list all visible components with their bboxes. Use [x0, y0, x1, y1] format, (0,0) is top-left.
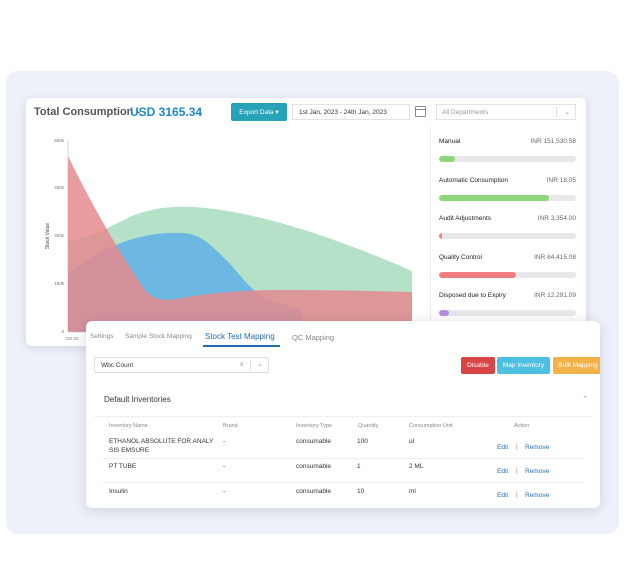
inventory-type: consumable	[296, 463, 332, 470]
department-select-value: All Departments	[442, 108, 489, 116]
edit-link[interactable]: Edit	[497, 468, 509, 475]
breakdown-bar-fill	[439, 310, 449, 316]
section-title: Default Inventories	[104, 395, 171, 404]
breakdown-label: Audit Adjustments	[439, 215, 492, 222]
bulk-mapping-button[interactable]: Bulk Mapping	[553, 357, 600, 374]
chevron-up-icon[interactable]: ⌃	[582, 396, 588, 403]
breakdown-row-quality: Quality Control INR 84,415.08	[439, 246, 576, 285]
x-tick-label: Oct 22	[65, 336, 79, 341]
breakdown-bar	[439, 194, 576, 201]
inventory-name: ETHANOL ABSOLUTE FOR ANALY	[109, 438, 214, 445]
inventory-quantity: 100	[357, 438, 368, 445]
clear-icon[interactable]: ×	[239, 360, 244, 369]
y-tick-label: 300k	[54, 233, 65, 238]
action-divider: |	[516, 491, 518, 498]
stock-value-chart: 600k 450k 300k 150k 0 Stock Value Oct 22	[45, 138, 434, 341]
inventory-quantity: 1	[357, 463, 361, 470]
remove-link[interactable]: Remove	[525, 444, 550, 451]
inventory-brand: -	[223, 438, 226, 445]
breakdown-bar	[439, 310, 576, 316]
edit-link[interactable]: Edit	[497, 444, 509, 451]
total-consumption-value: USD 3165.34	[130, 105, 203, 119]
breakdown-value: INR 12,291.09	[534, 292, 576, 299]
table-row: ETHANOL ABSOLUTE FOR ANALY SIS EMSURE - …	[102, 435, 584, 459]
breakdown-bar-fill	[439, 233, 442, 239]
breakdown-label: Disposed due to Expiry	[439, 292, 506, 299]
breakdown-bar	[439, 271, 576, 278]
active-tab-indicator	[203, 345, 280, 347]
dashboard-title: Total Consumption -	[34, 106, 141, 118]
inventory-name: Insulin	[109, 488, 128, 495]
department-select[interactable]: All Departments ⌄	[436, 104, 576, 120]
breakdown-value: INR 18.05	[546, 176, 576, 184]
tab-bar: Settings Sample Stock Mapping Stock Test…	[86, 321, 600, 347]
breakdown-bar-fill	[439, 194, 549, 201]
y-tick-label: 150k	[54, 281, 65, 286]
column-header: Consumption Unit	[409, 423, 453, 429]
tab-settings[interactable]: Settings	[90, 333, 114, 340]
table-row: PT TUBE - consumable 1 2 ML Edit | Remov…	[102, 459, 584, 483]
breakdown-row-manual: Manual INR 151,530.58	[439, 130, 576, 169]
tab-qc-mapping[interactable]: QC Mapping	[292, 333, 335, 342]
default-inventories-header[interactable]: Default Inventories ⌃	[94, 383, 592, 417]
edit-link[interactable]: Edit	[497, 492, 509, 499]
action-divider: |	[516, 443, 518, 450]
column-header: Brand	[223, 423, 238, 429]
column-header: Inventory Type	[296, 423, 332, 429]
breakdown-label: Automatic Consumption	[439, 176, 509, 184]
export-data-button[interactable]: Export Data ▾	[231, 103, 287, 121]
map-inventory-button[interactable]: Map Inventory	[497, 357, 550, 374]
breakdown-bar	[439, 233, 576, 239]
y-tick-label: 450k	[54, 185, 65, 190]
chevron-down-icon: ⌄	[564, 109, 570, 116]
breakdown-value: INR 3,354.00	[537, 215, 576, 222]
remove-link[interactable]: Remove	[525, 492, 550, 499]
chart-divider	[430, 126, 431, 346]
breakdown-value: INR 151,530.58	[530, 138, 576, 145]
inventory-brand: -	[223, 488, 226, 495]
select-divider	[556, 107, 557, 117]
y-tick-label: 600k	[54, 138, 65, 143]
inventory-unit: ml	[409, 488, 416, 495]
breakdown-row-audit: Audit Adjustments INR 3,354.00	[439, 207, 576, 246]
table-row: Insulin - consumable 10 ml Edit | Remove	[102, 483, 584, 507]
inventory-unit: 2 ML	[409, 463, 424, 470]
calendar-icon[interactable]	[415, 106, 426, 117]
breakdown-row-automatic: Automatic Consumption INR 18.05	[439, 169, 576, 208]
inventory-name: PT TUBE	[109, 463, 137, 470]
test-select[interactable]: Wbc Count × ⌄	[94, 357, 269, 373]
inventory-brand: -	[223, 463, 226, 470]
remove-link[interactable]: Remove	[525, 468, 550, 475]
column-header: Inventory Name	[109, 423, 148, 429]
y-axis-label: Stock Value	[45, 223, 51, 250]
breakdown-row-expiry: Disposed due to Expiry INR 12,291.09	[439, 284, 576, 323]
breakdown-bar-fill	[439, 271, 516, 278]
breakdown-label: Quality Control	[439, 253, 482, 261]
tab-stock-test-mapping[interactable]: Stock Test Mapping	[205, 332, 275, 341]
select-divider	[250, 360, 251, 370]
inventory-name-line2: SIS EMSURE	[109, 447, 150, 454]
breakdown-bar	[439, 156, 576, 162]
column-header: Quantity	[358, 423, 379, 429]
consumption-breakdown: Manual INR 151,530.58 Automatic Consumpt…	[439, 130, 576, 323]
y-tick-label: 0	[61, 329, 64, 334]
breakdown-value: INR 84,415.08	[534, 253, 576, 261]
breakdown-bar-fill	[439, 156, 456, 162]
inventory-type: consumable	[296, 488, 332, 495]
inventory-unit: ul	[409, 438, 415, 445]
mapping-settings-card: Settings Sample Stock Mapping Stock Test…	[86, 321, 600, 508]
action-divider: |	[516, 467, 518, 474]
inventory-type: consumable	[296, 438, 332, 445]
chevron-down-icon[interactable]: ⌄	[257, 361, 263, 368]
test-select-value: Wbc Count	[101, 361, 134, 369]
tab-sample-stock-mapping[interactable]: Sample Stock Mapping	[125, 333, 192, 340]
breakdown-label: Manual	[439, 138, 461, 145]
date-range-input[interactable]: 1st Jan, 2023 - 24th Jan, 2023	[292, 104, 410, 120]
series-area-red	[68, 156, 412, 332]
disable-button[interactable]: Disable	[461, 357, 495, 374]
consumption-dashboard: Total Consumption - USD 3165.34 Export D…	[26, 98, 586, 346]
inventory-quantity: 10	[357, 488, 365, 495]
column-header: Action	[514, 423, 530, 429]
